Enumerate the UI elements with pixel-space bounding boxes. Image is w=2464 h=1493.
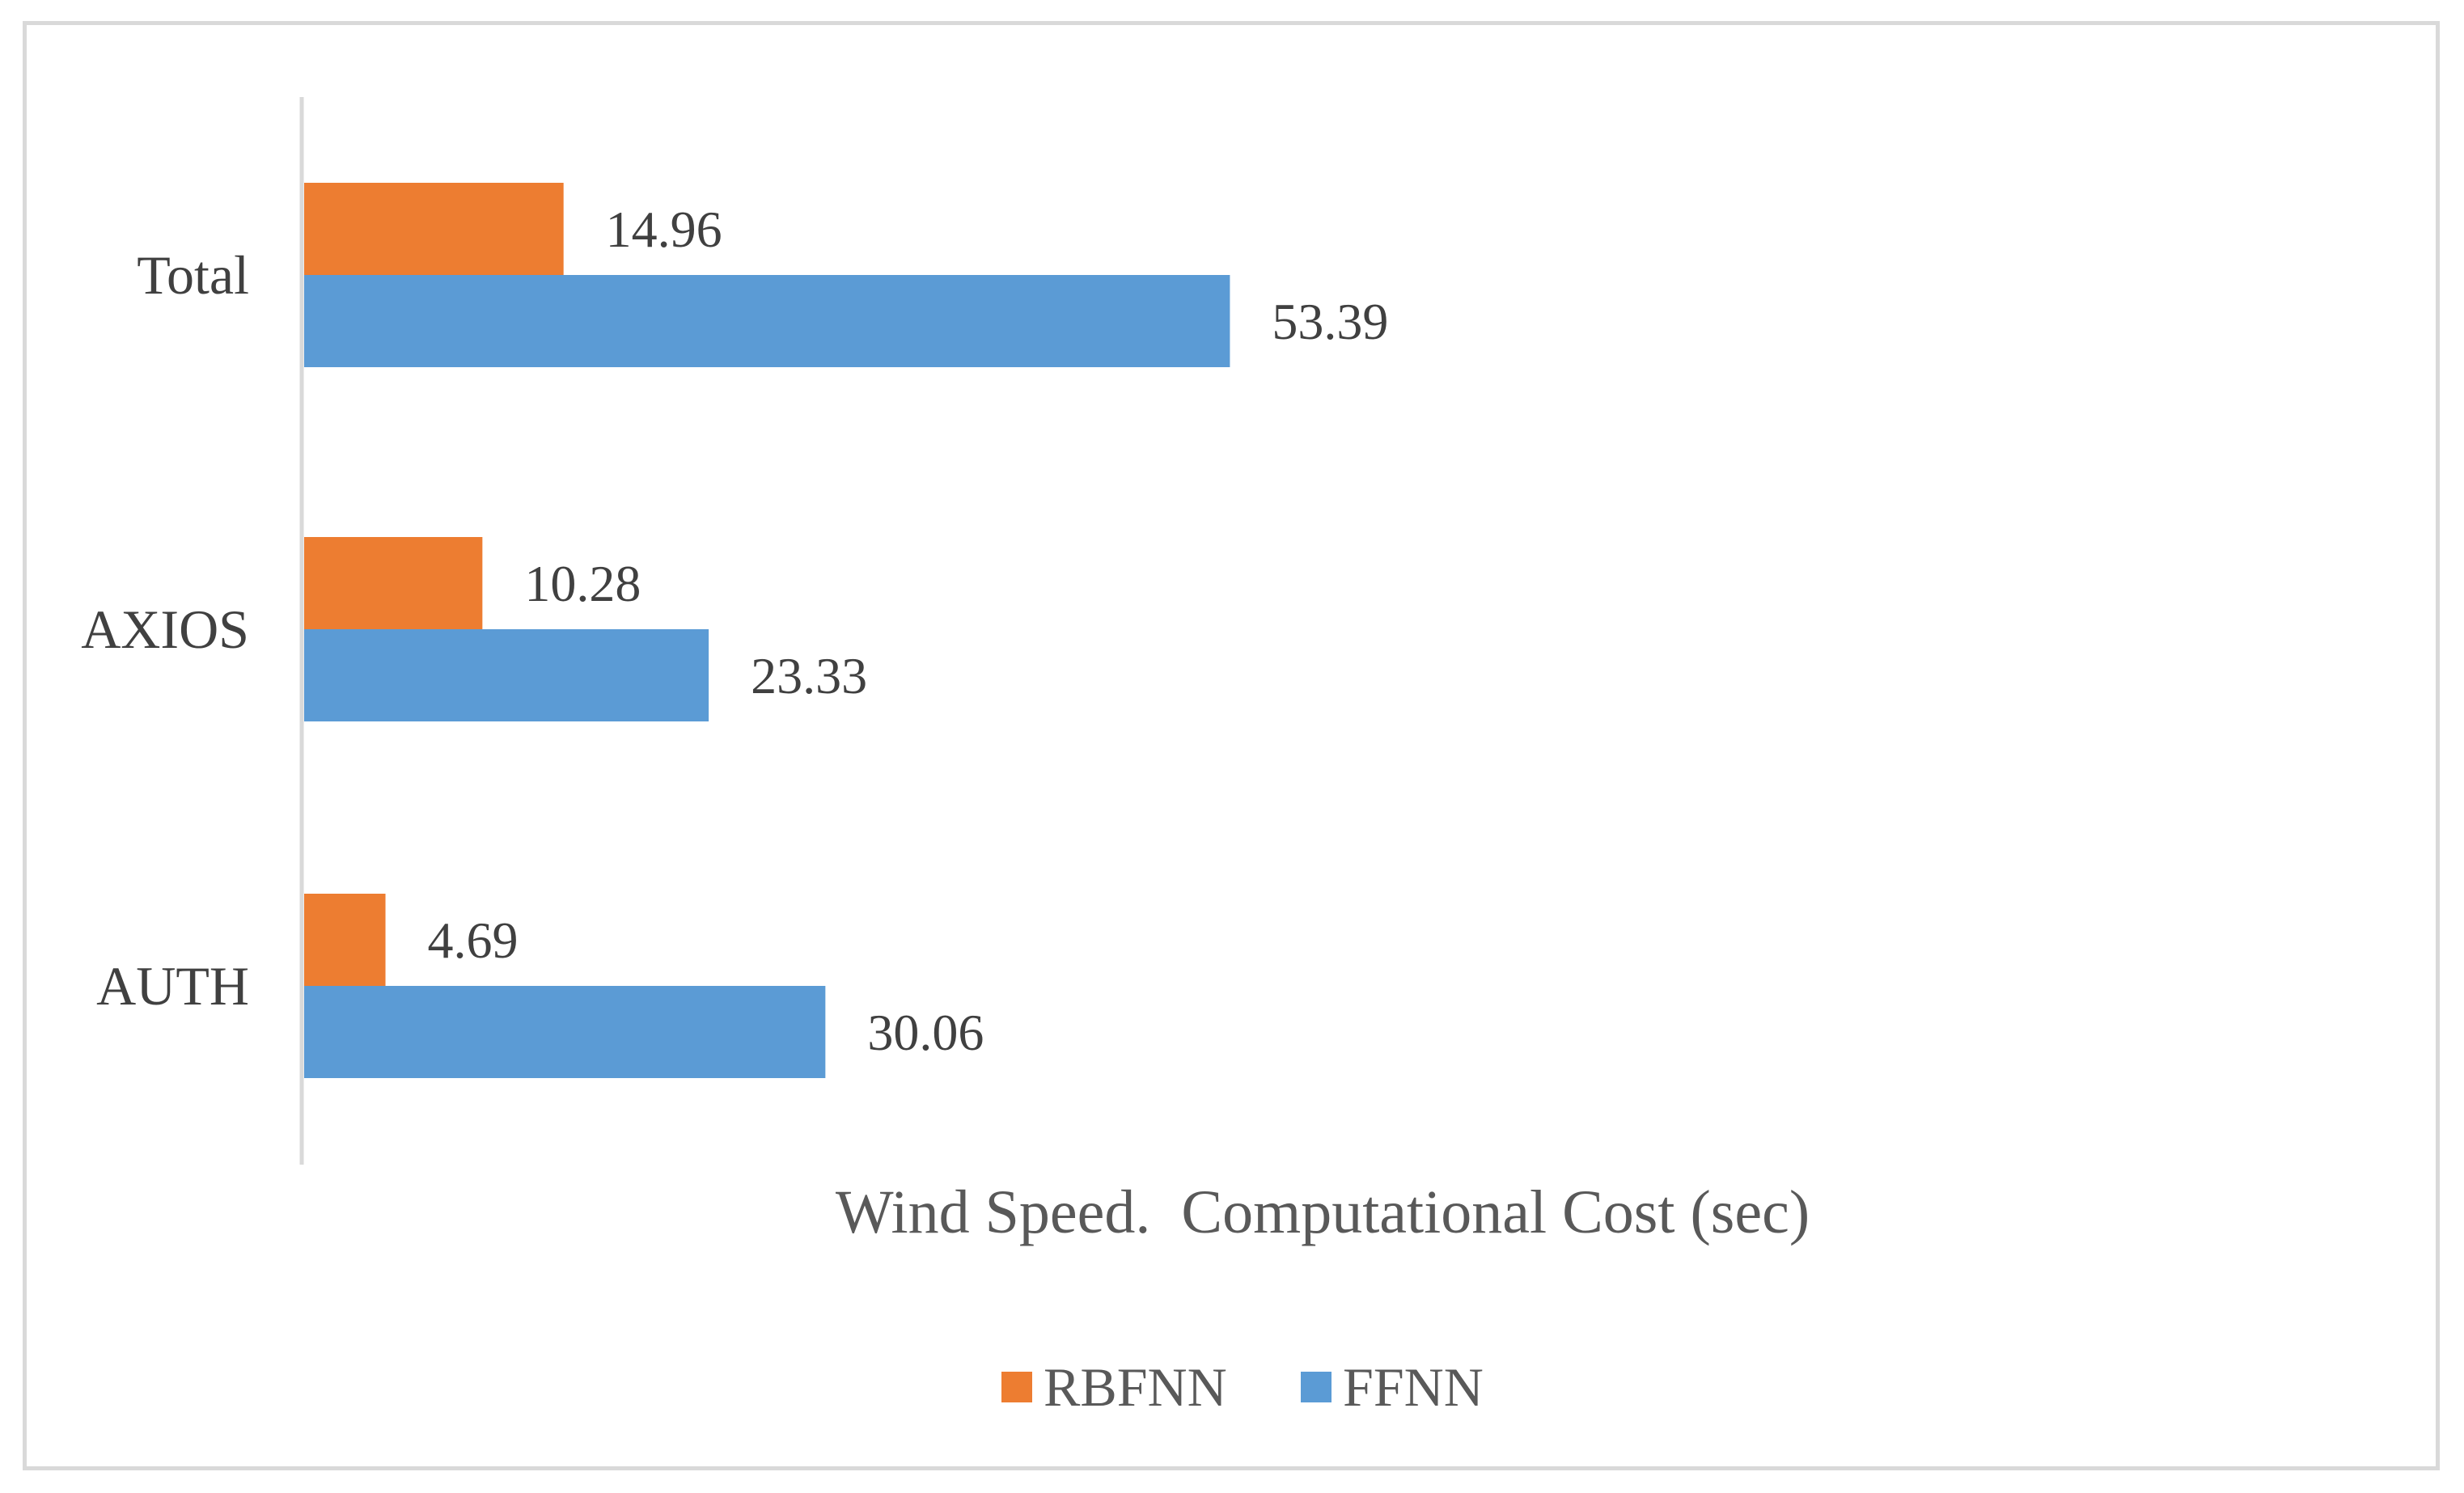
data-label-ffnn-total: 53.39 bbox=[1272, 293, 1388, 350]
data-label-ffnn-auth: 30.06 bbox=[867, 1004, 984, 1061]
bar-rbfnn-auth bbox=[304, 894, 386, 986]
legend: RBFNN FFNN bbox=[1001, 1356, 1484, 1418]
labels-layer: AUTH 4.69 30.06 AXIOS 10.28 23.33 Total 14.96 53… bbox=[81, 201, 1388, 1061]
x-axis-title: Wind Speed. Computational Cost (sec) bbox=[836, 1178, 1810, 1246]
legend-swatch-rbfnn bbox=[1001, 1372, 1032, 1402]
bar-ffnn-total bbox=[304, 275, 1230, 367]
category-label-auth: AUTH bbox=[96, 955, 249, 1017]
legend-label-ffnn: FFNN bbox=[1343, 1356, 1484, 1418]
data-label-rbfnn-total: 14.96 bbox=[606, 201, 722, 258]
bar-rbfnn-axios bbox=[304, 537, 483, 629]
category-label-total: Total bbox=[137, 244, 249, 306]
bars-layer bbox=[304, 183, 1230, 1078]
legend-label-rbfnn: RBFNN bbox=[1044, 1356, 1227, 1418]
legend-swatch-ffnn bbox=[1301, 1372, 1331, 1402]
data-label-rbfnn-auth: 4.69 bbox=[428, 911, 519, 969]
bar-ffnn-auth bbox=[304, 986, 826, 1078]
category-label-axios: AXIOS bbox=[81, 598, 249, 660]
bar-ffnn-axios bbox=[304, 629, 709, 721]
bar-rbfnn-total bbox=[304, 183, 564, 275]
data-label-rbfnn-axios: 10.28 bbox=[524, 555, 641, 612]
data-label-ffnn-axios: 23.33 bbox=[751, 647, 867, 704]
